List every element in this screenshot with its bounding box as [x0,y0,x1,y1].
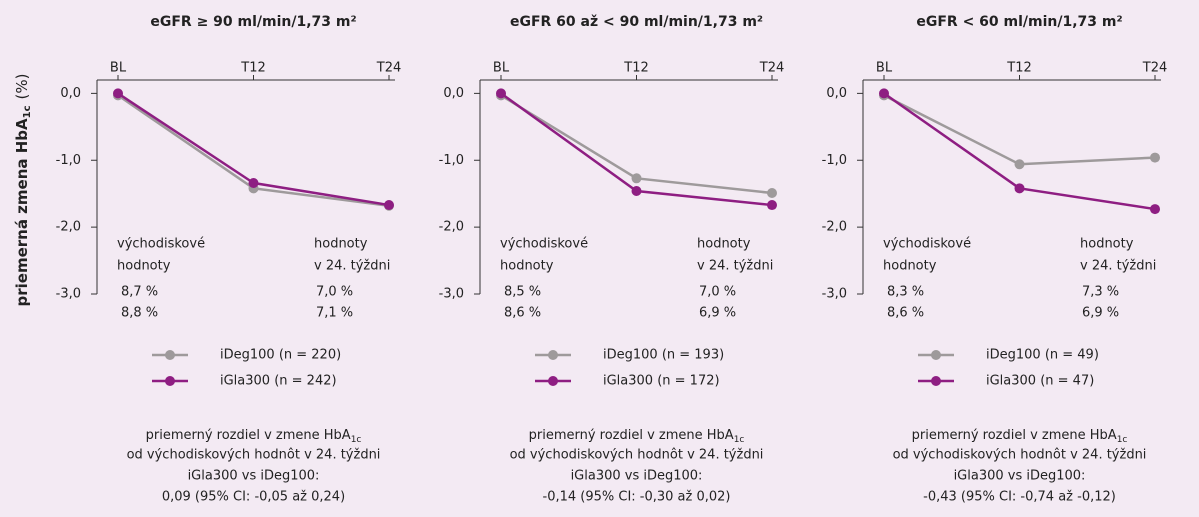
legend-label: iDeg100 (n = 220) [220,348,341,363]
series-marker [879,88,889,99]
y-axis-label: priemerná zmena HbA1c (%) [13,74,34,307]
y-tick-label: -2,0 [822,220,847,235]
note-heading: priemerný rozdiel v zmene HbA1c [146,428,362,445]
x-tick-label: T12 [1006,61,1031,76]
y-axis-label-sub: 1c [22,105,33,118]
note-line: iGla300 vs iDeg100: [188,469,320,484]
note-heading-sub: 1c [1117,435,1128,445]
baseline-value: 8,5 % [504,285,541,300]
legend-marker [931,376,941,386]
baseline-value: 8,6 % [887,306,924,321]
y-tick-label: -1,0 [56,153,81,168]
y-tick-label: 0,0 [826,86,847,101]
y-tick-label: -2,0 [56,220,81,235]
y-tick-label: -1,0 [822,153,847,168]
x-tick-label: BL [110,61,127,76]
x-tick-label: T12 [240,61,265,76]
x-tick-label: T12 [623,61,648,76]
series-marker [767,200,777,211]
note-line: iGla300 vs iDeg100: [954,469,1086,484]
legend-label: iDeg100 (n = 193) [603,348,724,363]
note-line: od východiskových hodnôt v 24. týždni [510,448,764,463]
note-heading-sub: 1c [734,435,745,445]
y-tick-label: -3,0 [439,287,464,302]
annotation: v 24. týždni [697,259,773,274]
y-axis-label-unit: (%) [13,74,31,100]
x-tick-label: T24 [1142,61,1167,76]
annotation: východiskové [117,237,205,252]
series-marker [1150,152,1160,163]
series-marker [631,186,642,197]
annotation: v 24. týždni [314,259,390,274]
annotation: hodnoty [314,237,368,252]
note-heading: priemerný rozdiel v zmene HbA1c [529,428,745,445]
baseline-value: 8,8 % [121,306,158,321]
note-line: 0,09 (95% CI: -0,05 až 0,24) [162,490,345,505]
note-heading-text: priemerný rozdiel v zmene HbA [529,428,734,443]
week24-value: 6,9 % [1082,306,1119,321]
x-tick-label: T24 [759,61,784,76]
y-tick-label: -1,0 [439,153,464,168]
legend-marker [548,350,558,360]
annotation: východiskové [883,237,971,252]
baseline-value: 8,6 % [504,306,541,321]
note-line: -0,43 (95% CI: -0,74 až -0,12) [923,490,1116,505]
annotation: hodnoty [500,259,554,274]
series-marker [1014,183,1025,194]
chart-title: eGFR 60 až < 90 ml/min/1,73 m² [510,14,763,30]
x-tick-label: T24 [376,61,401,76]
week24-value: 7,0 % [316,285,353,300]
legend-marker [548,376,558,386]
note-heading-sub: 1c [351,435,362,445]
note-line: od východiskových hodnôt v 24. týždni [893,448,1147,463]
y-tick-label: -3,0 [822,287,847,302]
series-marker [496,88,506,99]
y-tick-label: -3,0 [56,287,81,302]
week24-value: 6,9 % [699,306,736,321]
chart-title: eGFR ≥ 90 ml/min/1,73 m² [150,14,356,30]
series-marker [248,177,259,188]
chart-title: eGFR < 60 ml/min/1,73 m² [916,14,1122,30]
series-marker [113,88,123,99]
x-tick-label: BL [493,61,510,76]
week24-value: 7,0 % [699,285,736,300]
y-tick-label: 0,0 [60,86,81,101]
legend-marker [165,350,175,360]
note-line: od východiskových hodnôt v 24. týždni [127,448,381,463]
baseline-value: 8,7 % [121,285,158,300]
note-heading-text: priemerný rozdiel v zmene HbA [146,428,351,443]
baseline-value: 8,3 % [887,285,924,300]
note-heading: priemerný rozdiel v zmene HbA1c [912,428,1128,445]
note-line: iGla300 vs iDeg100: [571,469,703,484]
annotation: hodnoty [697,237,751,252]
annotation: hodnoty [117,259,171,274]
legend-label: iGla300 (n = 172) [603,374,720,389]
series-line [883,94,1156,166]
note-heading-text: priemerný rozdiel v zmene HbA [912,428,1117,443]
legend-label: iDeg100 (n = 49) [986,348,1099,363]
legend-marker [165,376,175,386]
y-axis-label-text: priemerná zmena HbA [13,118,31,307]
x-tick-label: BL [876,61,893,76]
annotation: hodnoty [1080,237,1134,252]
week24-value: 7,3 % [1082,285,1119,300]
series-marker [1150,204,1160,215]
y-tick-label: 0,0 [443,86,464,101]
annotation: v 24. týždni [1080,259,1156,274]
y-tick-label: -2,0 [439,220,464,235]
legend-label: iGla300 (n = 242) [220,374,337,389]
legend-label: iGla300 (n = 47) [986,374,1094,389]
series-marker [384,200,394,211]
annotation: východiskové [500,237,588,252]
series-marker [631,173,642,184]
week24-value: 7,1 % [316,306,353,321]
series-marker [1014,159,1025,170]
annotation: hodnoty [883,259,937,274]
series-marker [767,188,777,199]
legend-marker [931,350,941,360]
note-line: -0,14 (95% CI: -0,30 až 0,02) [543,490,731,505]
